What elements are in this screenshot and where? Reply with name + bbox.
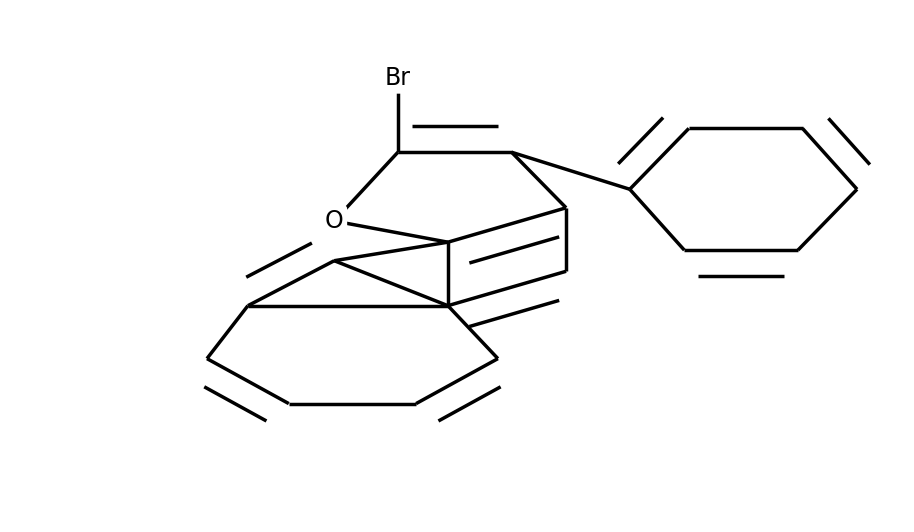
Text: Br: Br (385, 66, 411, 90)
Text: O: O (324, 209, 344, 233)
